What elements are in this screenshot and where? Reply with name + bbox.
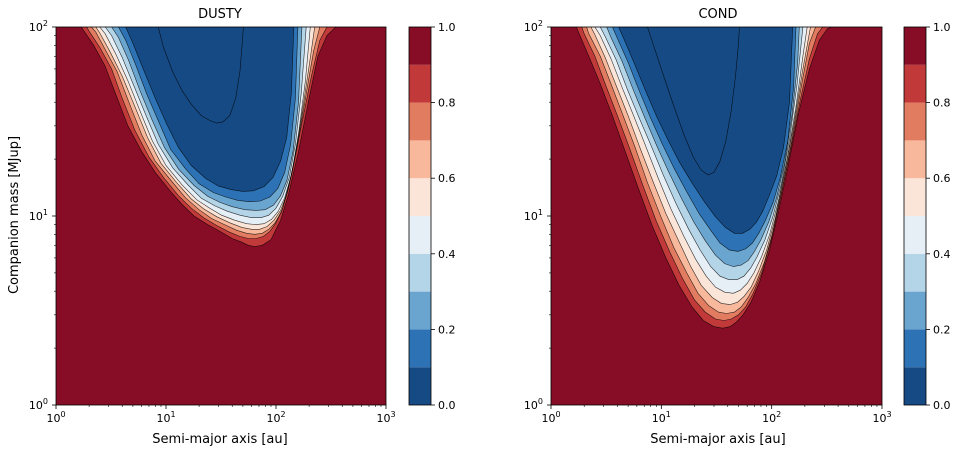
cond-y-ticks: 100 101 102 — [524, 19, 551, 412]
cond-title: COND — [698, 7, 737, 22]
contour-line-0.4 — [590, 27, 811, 305]
x-tick-label: 103 — [376, 410, 395, 425]
x-tick-label: 101 — [652, 410, 671, 425]
cond-colorbar: 0.0 0.2 0.4 0.6 0.8 1.0 — [903, 21, 951, 412]
contour-line-0.6 — [600, 27, 804, 280]
y-tick-label: 102 — [524, 19, 543, 34]
cond-panel: COND 100 101 102 103 100 101 102 Semi-major a… — [524, 7, 951, 447]
colorbar-tick-label: 0.0 — [933, 399, 951, 412]
x-tick-label: 100 — [46, 410, 65, 425]
colorbar-tick-label: 0.4 — [438, 248, 456, 261]
contour-line-0.4 — [95, 27, 315, 230]
dusty-x-axis-label: Semi-major axis [au] — [152, 432, 287, 447]
colorbar-swatch-0.0 — [409, 367, 431, 405]
colorbar-swatch-0.7 — [904, 102, 926, 141]
y-tick-label: 101 — [29, 208, 48, 223]
colorbar-swatch-0.2 — [409, 291, 431, 330]
contour-line-0.2 — [581, 27, 823, 321]
y-tick-label: 100 — [524, 397, 543, 412]
colorbar-tick-label: 1.0 — [933, 21, 951, 34]
cond-contour-plot — [550, 26, 883, 406]
dusty-y-axis-label: Companion mass [MJup] — [7, 136, 22, 294]
x-tick-label: 103 — [872, 410, 891, 425]
dusty-contour-plot — [55, 26, 387, 406]
colorbar-swatch-0.8 — [409, 64, 431, 103]
contour-line-1.0 — [157, 27, 244, 124]
contour-line-0.9 — [618, 27, 793, 234]
contour-line-1.0 — [647, 27, 740, 176]
colorbar-swatch-0.4 — [904, 216, 926, 254]
cond-x-axis-label: Semi-major axis [au] — [650, 432, 785, 447]
colorbar-tick-label: 0.8 — [438, 97, 456, 110]
y-tick-label: 100 — [29, 397, 48, 412]
colorbar-swatch-0.5 — [409, 178, 431, 216]
contour-line-0.7 — [111, 27, 303, 211]
colorbar-swatch-0.9 — [904, 27, 926, 65]
contour-line-0.1 — [81, 27, 337, 247]
x-tick-label: 101 — [156, 410, 175, 425]
colorbar-tick-label: 0.2 — [933, 323, 951, 336]
colorbar-swatch-0.8 — [904, 64, 926, 103]
colorbar-tick-label: 0.6 — [438, 172, 456, 185]
colorbar-tick-label: 1.0 — [438, 21, 456, 34]
contour-line-0.8 — [612, 27, 797, 252]
contour-line-0.3 — [586, 27, 816, 314]
contour-line-0.1 — [576, 27, 832, 329]
y-tick-label: 101 — [524, 208, 543, 223]
colorbar-tick-label: 0.2 — [438, 323, 456, 336]
colorbar-swatch-0.3 — [904, 253, 926, 292]
colorbar-swatch-0.9 — [409, 27, 431, 65]
colorbar-frame — [408, 26, 432, 406]
x-tick-label: 102 — [762, 410, 781, 425]
colorbar-frame — [903, 26, 927, 406]
colorbar-tick-label: 0.4 — [933, 248, 951, 261]
dusty-panel: DUSTY 100 101 102 103 100 101 102 Semi-major … — [7, 7, 456, 447]
contour-fill-1.0 — [647, 27, 740, 175]
contour-line-0.5 — [99, 27, 311, 225]
cond-x-ticks: 100 101 102 103 — [541, 405, 892, 425]
contour-line-0.8 — [118, 27, 299, 203]
colorbar-swatch-0.6 — [904, 140, 926, 179]
colorbar-swatch-0.6 — [409, 140, 431, 179]
contour-line-0.9 — [125, 27, 295, 192]
colorbar-swatch-0.2 — [904, 291, 926, 330]
contour-line-0.7 — [606, 27, 800, 267]
colorbar-swatch-0.4 — [409, 216, 431, 254]
contour-line-0.5 — [594, 27, 808, 294]
dusty-x-ticks: 100 101 102 103 — [46, 405, 396, 425]
x-tick-label: 100 — [541, 410, 560, 425]
contour-line-0.6 — [104, 27, 307, 218]
dusty-y-ticks: 100 101 102 — [29, 19, 56, 412]
dusty-title: DUSTY — [198, 7, 242, 22]
colorbar-swatch-0.0 — [904, 367, 926, 405]
colorbar-swatch-0.7 — [409, 102, 431, 141]
dusty-colorbar: 0.0 0.2 0.4 0.6 0.8 1.0 — [408, 21, 456, 412]
y-tick-label: 102 — [29, 19, 48, 34]
colorbar-tick-label: 0.6 — [933, 172, 951, 185]
colorbar-swatch-0.5 — [904, 178, 926, 216]
contour-fill-1.0 — [158, 27, 244, 124]
colorbar-swatch-0.1 — [904, 329, 926, 368]
colorbar-swatch-0.3 — [409, 253, 431, 292]
x-tick-label: 102 — [266, 410, 285, 425]
colorbar-swatch-0.1 — [409, 329, 431, 368]
colorbar-tick-label: 0.8 — [933, 97, 951, 110]
colorbar-tick-label: 0.0 — [438, 399, 456, 412]
